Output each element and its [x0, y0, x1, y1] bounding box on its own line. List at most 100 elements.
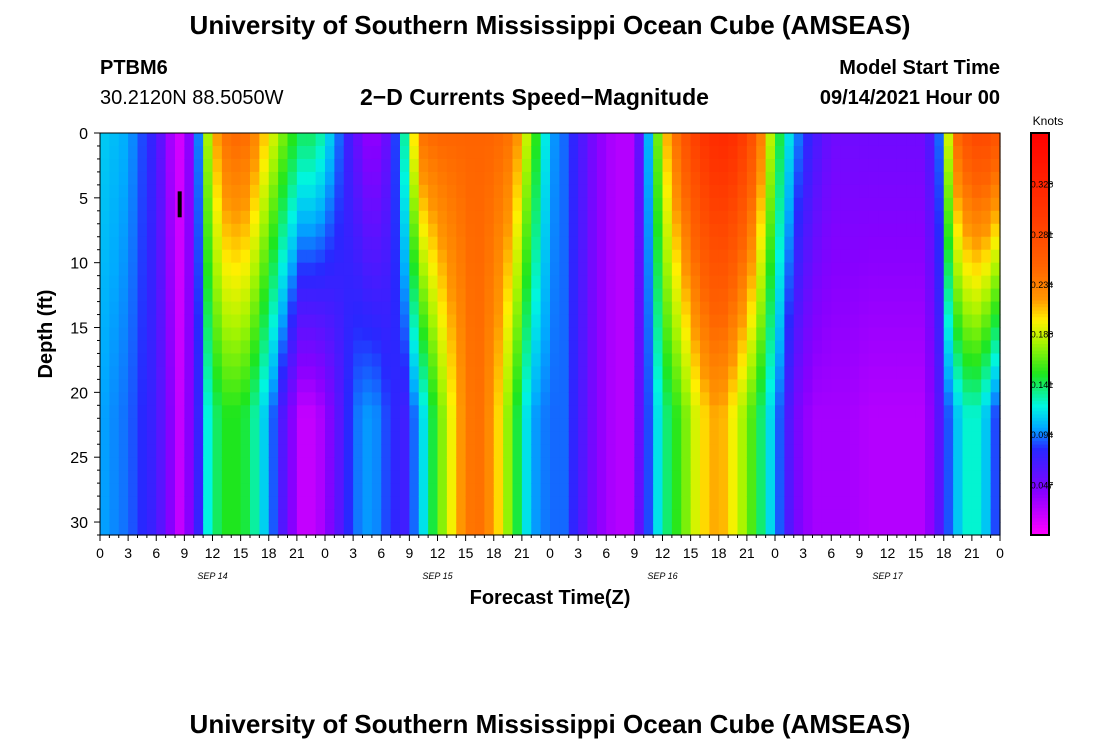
heat-cell [550, 158, 560, 173]
heat-cell [606, 496, 617, 510]
heat-cell [971, 262, 982, 277]
heat-cell [962, 496, 973, 510]
heat-cell [803, 262, 814, 277]
heat-cell [821, 496, 832, 510]
heat-cell [981, 522, 992, 536]
station-coordinates: 30.2120N 88.5050W [100, 87, 284, 109]
heat-cell [212, 314, 223, 329]
heat-cell [100, 392, 110, 406]
heat-cell [400, 171, 410, 186]
heat-cell [287, 522, 298, 536]
heat-cell [203, 405, 214, 419]
heat-cell [840, 405, 851, 419]
heat-cell [446, 145, 457, 160]
heat-cell [821, 444, 832, 458]
heat-cell [878, 197, 889, 212]
heat-cell [859, 171, 870, 186]
heat-cell [465, 509, 476, 523]
heat-cell [981, 301, 992, 316]
heat-cell [296, 470, 307, 484]
heat-cell [456, 522, 467, 536]
heat-cell [409, 236, 420, 251]
heat-cell [709, 133, 720, 147]
heat-cell [896, 223, 907, 238]
heat-cell [615, 366, 626, 380]
heat-cell [709, 392, 720, 406]
heat-cell [484, 457, 495, 471]
heat-cell [859, 210, 870, 225]
heat-cell [390, 275, 401, 290]
heat-cell [193, 392, 204, 406]
heat-cell [325, 145, 335, 160]
heat-cell [709, 275, 720, 290]
heat-cell [831, 223, 842, 238]
heat-cell [156, 522, 167, 536]
heat-cell [146, 418, 157, 432]
heat-cell [559, 133, 570, 147]
heat-cell [578, 444, 589, 458]
heat-cell [775, 457, 785, 471]
heat-cell [165, 184, 176, 199]
heat-cell [812, 405, 823, 419]
heat-cell [634, 184, 645, 199]
heat-cell [681, 171, 692, 186]
heat-cell [971, 431, 982, 445]
heat-cell [821, 210, 832, 225]
heat-cell [165, 353, 176, 368]
heat-cell [878, 509, 889, 523]
heat-cell [596, 236, 607, 251]
heat-cell [643, 340, 654, 355]
heat-cell [128, 418, 139, 432]
heat-cell [231, 418, 242, 432]
colorbar-segment [1031, 441, 1049, 446]
heat-cell [268, 405, 279, 419]
heat-cell [381, 158, 392, 173]
heat-cell [915, 158, 926, 173]
heat-cell [512, 210, 523, 225]
heat-cell [100, 496, 110, 510]
heat-cell [737, 457, 748, 471]
heat-cell [915, 288, 926, 303]
colorbar-segment [1031, 270, 1049, 275]
heat-cell [512, 470, 523, 484]
heat-cell [278, 210, 289, 225]
heat-cell [625, 405, 635, 419]
heat-cell [925, 223, 935, 238]
x-tick-label: 3 [349, 545, 357, 561]
heat-cell [821, 405, 832, 419]
heat-cell [756, 158, 767, 173]
heat-cell [615, 262, 626, 277]
heat-cell [287, 301, 298, 316]
heat-cell [268, 314, 279, 329]
heat-cell [428, 249, 439, 264]
colorbar-segment [1031, 183, 1049, 188]
heat-cell [109, 327, 120, 342]
heat-cell [128, 197, 139, 212]
heat-cell [981, 483, 992, 497]
colorbar-segment [1031, 401, 1049, 405]
heat-cell [250, 210, 260, 225]
heat-cell [540, 210, 551, 225]
heat-cell [268, 145, 279, 160]
heat-cell [250, 457, 260, 471]
heat-cell [465, 444, 476, 458]
heat-cell [887, 483, 898, 497]
heat-cell [662, 444, 673, 458]
colorbar-segment [1031, 474, 1049, 479]
heat-cell [165, 171, 176, 186]
heat-cell [643, 509, 654, 523]
heat-cell [437, 171, 448, 186]
heat-cell [381, 470, 392, 484]
heat-cell [306, 392, 317, 406]
heat-cell [925, 275, 935, 290]
heat-cell [212, 457, 223, 471]
chart-subtitle: 2−D Currents Speed−Magnitude [360, 84, 709, 110]
heat-cell [400, 236, 410, 251]
heat-cell [887, 353, 898, 368]
heat-cell [493, 405, 504, 419]
footer-title: University of Southern Mississippi Ocean… [189, 709, 911, 739]
heat-cell [690, 210, 701, 225]
heat-cell [793, 444, 804, 458]
colorbar-segment [1031, 387, 1049, 392]
heat-cell [709, 145, 720, 160]
